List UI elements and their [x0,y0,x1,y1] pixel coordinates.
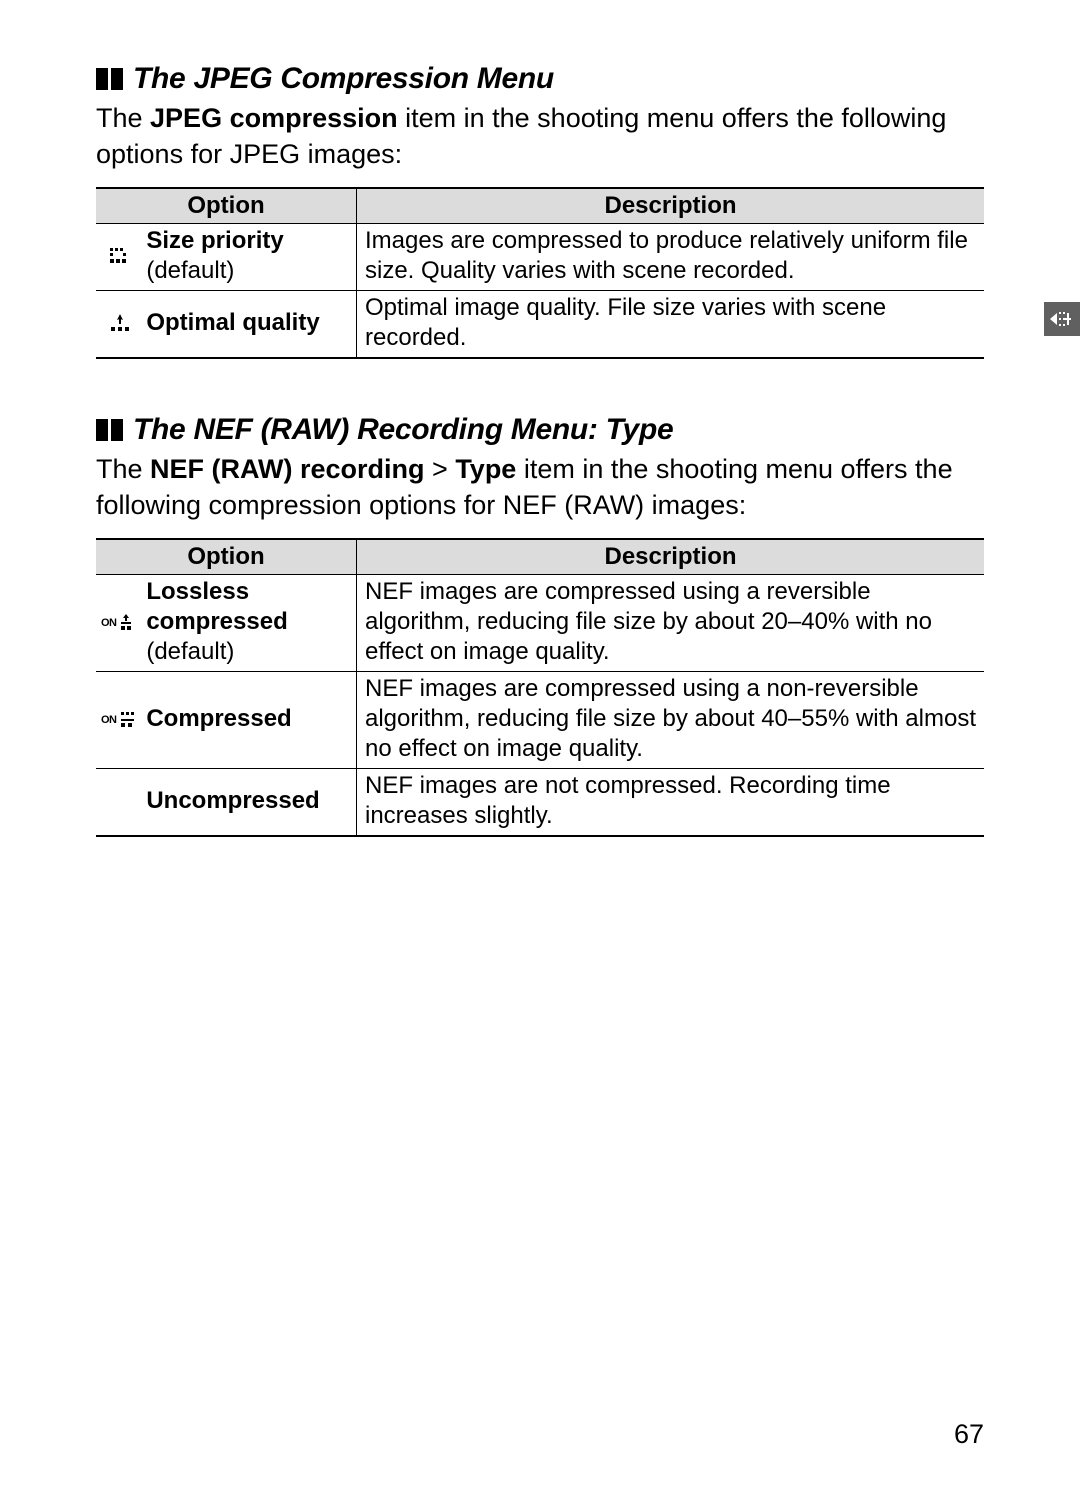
option-description: NEF images are not compressed. Recording… [357,768,985,836]
default-text: (default) [146,257,234,284]
default-text: (default) [146,638,234,665]
th-option: Option [96,539,357,575]
table-row: ON Compressed NEF images are compressed … [96,671,984,768]
option-description: Optimal image quality. File size varies … [357,290,985,358]
th-option: Option [96,188,357,224]
table-row: ON Lossless compressed (default) NEF ima… [96,574,984,671]
section1-intro: The JPEG compression item in the shootin… [96,100,984,173]
optimal-quality-icon [96,290,140,358]
page-number: 67 [954,1419,984,1450]
lossless-compressed-icon: ON [96,574,140,671]
label-text: Optimal quality [146,309,319,336]
side-tab-icon [1044,302,1080,336]
heading-marker-icon [96,68,123,90]
label-text: Compressed [146,705,291,732]
text-bold: NEF (RAW) recording [150,454,425,484]
label-text: Size priority [146,227,283,254]
manual-page: The JPEG Compression Menu The JPEG compr… [0,0,1080,1486]
text: The [96,103,150,133]
heading-marker-icon [96,419,123,441]
nef-options-table: Option Description ON Lossless c [96,538,984,837]
section-heading-nef: The NEF (RAW) Recording Menu: Type [96,413,984,447]
section2-intro: The NEF (RAW) recording > Type item in t… [96,451,984,524]
label-text: Uncompressed [146,787,319,814]
heading-text: The NEF (RAW) Recording Menu: Type [133,413,673,447]
option-label: Optimal quality [140,290,356,358]
option-description: NEF images are compressed using a non-re… [357,671,985,768]
compressed-icon: ON [96,671,140,768]
svg-text:ON: ON [101,714,117,726]
jpeg-options-table: Option Description [96,187,984,359]
option-label: Size priority (default) [140,223,356,290]
table-row: Size priority (default) Images are compr… [96,223,984,290]
th-description: Description [357,539,985,575]
option-description: Images are compressed to produce relativ… [357,223,985,290]
label-text: Lossless compressed [146,578,287,635]
text-bold: Type [455,454,516,484]
text: > [425,454,456,484]
heading-text: The JPEG Compression Menu [133,62,554,96]
text-bold: JPEG compression [150,103,398,133]
option-label: Uncompressed [140,768,356,836]
text: The [96,454,150,484]
size-priority-icon [96,223,140,290]
section-heading-jpeg: The JPEG Compression Menu [96,62,984,96]
option-label: Lossless compressed (default) [140,574,356,671]
option-description: NEF images are compressed using a revers… [357,574,985,671]
table-row: Optimal quality Optimal image quality. F… [96,290,984,358]
svg-text:ON: ON [101,617,117,629]
empty-icon [96,768,140,836]
th-description: Description [357,188,985,224]
option-label: Compressed [140,671,356,768]
table-row: Uncompressed NEF images are not compress… [96,768,984,836]
